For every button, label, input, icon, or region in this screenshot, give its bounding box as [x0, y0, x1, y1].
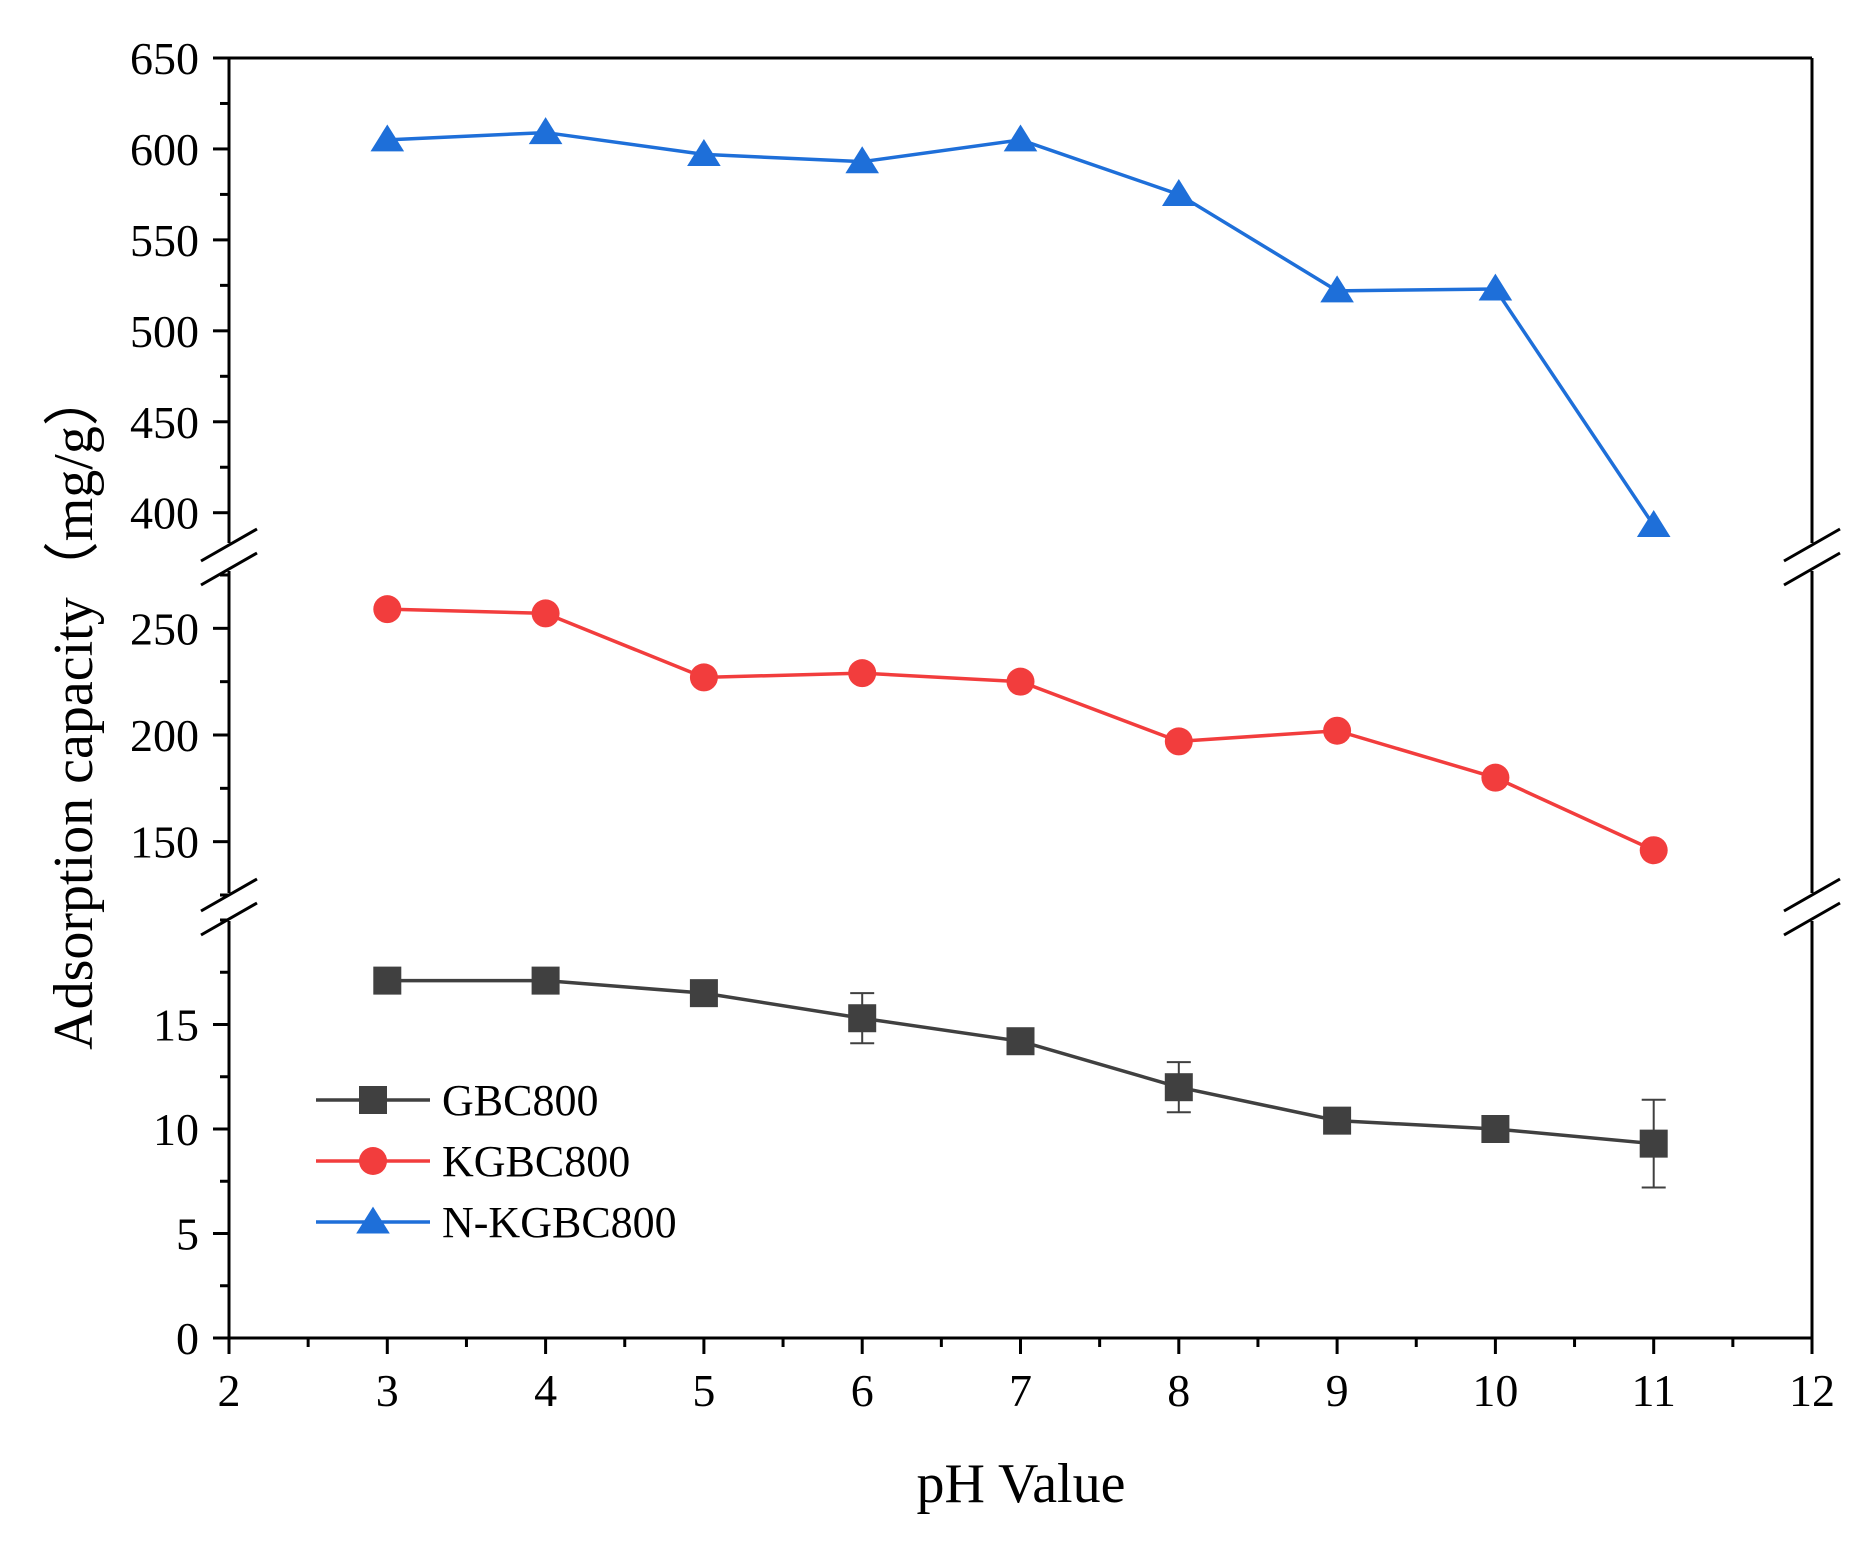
- data-point-n-kgbc800-9: [1320, 275, 1354, 303]
- x-tick-label-5: 5: [692, 1365, 715, 1416]
- x-tick-label-6: 6: [851, 1365, 874, 1416]
- legend-marker-n-kgbc800: [356, 1206, 390, 1234]
- legend-label-kgbc800: KGBC800: [442, 1137, 630, 1186]
- legend-marker-kgbc800: [359, 1147, 387, 1175]
- data-point-n-kgbc800-8: [1162, 179, 1196, 206]
- y-tick-label-5: 5: [176, 1209, 199, 1260]
- x-axis-title: pH Value: [917, 1453, 1126, 1515]
- data-point-n-kgbc800-6: [845, 146, 879, 174]
- axis-break-mark-left-1-0: [200, 527, 258, 563]
- data-point-gbc800-3: [373, 966, 402, 995]
- y-tick-label-150: 150: [130, 817, 199, 868]
- data-point-gbc800-7: [1006, 1027, 1035, 1056]
- axis-break-mark-left-1-1: [200, 551, 258, 587]
- y-axis-title: Adsorption capacity（mg/g）: [43, 370, 105, 1050]
- data-point-kgbc800-9: [1323, 716, 1352, 745]
- data-point-kgbc800-11: [1639, 836, 1668, 865]
- y-tick-label-650: 650: [130, 33, 199, 84]
- y-tick-label-500: 500: [130, 306, 199, 357]
- y-tick-label-0: 0: [176, 1313, 199, 1364]
- y-tick-label-400: 400: [130, 488, 199, 539]
- y-tick-label-250: 250: [130, 603, 199, 654]
- legend-label-gbc800: GBC800: [442, 1076, 598, 1125]
- data-point-n-kgbc800-10: [1478, 273, 1513, 301]
- data-point-gbc800-5: [689, 979, 718, 1008]
- y-tick-label-600: 600: [130, 124, 199, 175]
- data-point-gbc800-6: [848, 1004, 877, 1033]
- data-point-kgbc800-8: [1164, 727, 1193, 756]
- y-tick-label-550: 550: [130, 215, 199, 266]
- data-point-n-kgbc800-3: [370, 124, 405, 152]
- axis-break-mark-right-0-1: [1783, 901, 1841, 937]
- x-tick-label-8: 8: [1167, 1365, 1190, 1416]
- y-tick-label-450: 450: [130, 397, 199, 448]
- legend-marker-gbc800: [359, 1086, 387, 1114]
- data-point-gbc800-9: [1323, 1106, 1352, 1135]
- data-point-gbc800-4: [531, 966, 560, 995]
- axes: 2 3 4 5 6 7 8 9 10 11 12 0 5 10 15 150 200 250 400 450 500 55…: [130, 33, 1841, 1416]
- legend: GBC800 KGBC800 N-KGBC800: [316, 1076, 677, 1247]
- x-tick-label-11: 11: [1632, 1365, 1676, 1416]
- data-point-n-kgbc800-11: [1636, 510, 1671, 537]
- legend-label-n-kgbc800: N-KGBC800: [442, 1198, 677, 1247]
- axis-break-mark-right-0-0: [1783, 877, 1841, 913]
- data-point-n-kgbc800-4: [528, 117, 563, 145]
- data-point-kgbc800-3: [373, 595, 402, 624]
- y-tick-label-200: 200: [130, 710, 199, 761]
- x-tick-label-7: 7: [1009, 1365, 1032, 1416]
- data-point-kgbc800-7: [1006, 667, 1035, 696]
- data-point-gbc800-8: [1164, 1073, 1193, 1102]
- data-point-gbc800-10: [1481, 1115, 1510, 1143]
- data-point-kgbc800-5: [689, 663, 718, 692]
- x-tick-label-4: 4: [534, 1365, 557, 1416]
- data-point-kgbc800-6: [848, 659, 877, 688]
- x-tick-label-10: 10: [1472, 1365, 1518, 1416]
- data-point-n-kgbc800-7: [1003, 124, 1038, 152]
- data-point-kgbc800-4: [531, 599, 560, 628]
- data-point-n-kgbc800-5: [687, 139, 721, 166]
- x-tick-label-12: 12: [1789, 1365, 1835, 1416]
- plot-area: [370, 117, 1671, 1189]
- y-tick-label-10: 10: [153, 1104, 199, 1155]
- data-point-kgbc800-10: [1481, 763, 1510, 792]
- y-tick-label-15: 15: [153, 1000, 199, 1051]
- x-tick-label-9: 9: [1326, 1365, 1349, 1416]
- x-tick-label-3: 3: [376, 1365, 399, 1416]
- axis-break-mark-right-1-0: [1783, 527, 1841, 563]
- axis-break-mark-right-1-1: [1783, 551, 1841, 587]
- data-point-gbc800-11: [1639, 1129, 1668, 1158]
- x-tick-label-2: 2: [218, 1365, 241, 1416]
